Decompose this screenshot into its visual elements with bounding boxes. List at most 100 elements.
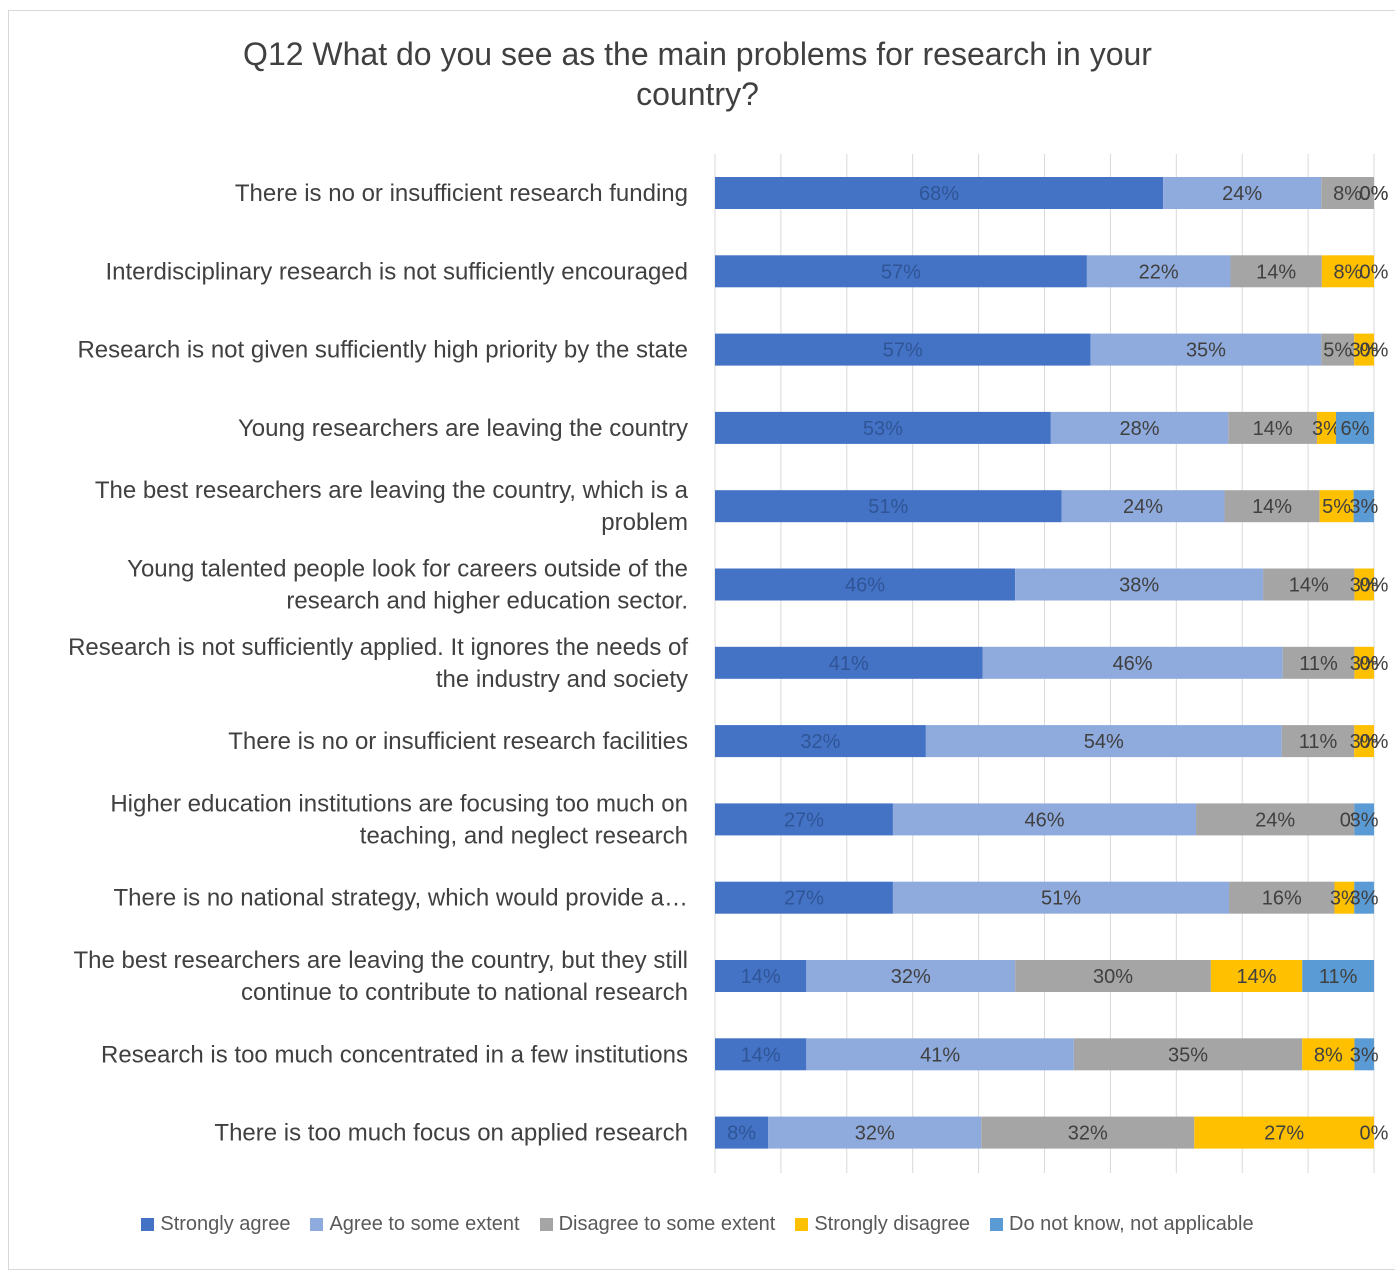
bar-segment [982,646,1283,679]
data-label: 27% [1264,1123,1304,1145]
data-label: 3% [1350,653,1379,675]
data-label: 0% [1360,340,1389,362]
bar-segment [1210,960,1303,992]
bar-segment [1354,646,1374,679]
data-label: 3% [1350,1044,1379,1066]
category-label: Higher education institutions are focusi… [110,790,688,817]
legend-item: Do not know, not applicable [990,1213,1254,1236]
bar-segment [1321,333,1355,366]
bar-segment [715,803,893,836]
data-label: 0% [1360,1123,1389,1145]
category-label: problem [601,509,688,536]
data-label: 5% [1322,496,1351,518]
data-label: 30% [1093,966,1133,988]
bar-segment [715,881,893,914]
data-label: 68% [919,183,959,205]
legend-item: Strongly disagree [795,1213,970,1236]
bar-segment [892,803,1197,836]
bar-segment [1354,568,1374,601]
category-label: continue to contribute to national resea… [241,979,688,1006]
data-label: 28% [1120,418,1160,440]
bar-segment [1196,803,1355,836]
chart-title-line: Q12 What do you see as the main problems… [243,36,1152,72]
data-label: 24% [1222,183,1262,205]
bar-segment [1015,568,1264,601]
bar-segment [1061,490,1225,523]
bar-segment [1354,333,1374,366]
data-label: 8% [1333,183,1362,205]
bar-segment [715,725,926,758]
category-label: Research is not given sufficiently high … [77,337,688,364]
data-label: 11% [1299,653,1338,675]
data-label: 24% [1123,496,1163,518]
category-label: There is no national strategy, which wou… [113,885,688,912]
data-label: 6% [1341,418,1370,440]
legend-swatch [141,1218,155,1231]
legend-label: Strongly agree [160,1213,291,1235]
bar-segment [892,881,1230,914]
category-label: Interdisciplinary research is not suffic… [105,258,688,285]
bar-segment [1321,177,1374,209]
bar-segment [715,490,1062,523]
legend-item: Disagree to some extent [539,1213,776,1236]
data-label: 57% [883,340,923,362]
chart-legend: Strongly agree Agree to some extent Disagr… [0,1213,1395,1236]
data-label: 41% [920,1044,960,1066]
bar-segment [1316,411,1336,444]
data-label: 14% [1252,496,1292,518]
data-label: 0% [1360,575,1389,597]
data-label: 32% [800,731,840,753]
bar-segment [1282,646,1355,679]
chart-title: Q12 What do you see as the main problems… [0,34,1395,114]
category-label: The best researchers are leaving the cou… [95,477,689,504]
data-label: 14% [1253,418,1293,440]
bar-segment [1353,490,1374,523]
data-label: 53% [863,418,903,440]
legend-item: Agree to some extent [310,1213,520,1236]
category-label: Research is not sufficiently applied. It… [68,634,688,661]
data-label: 0% [1360,183,1389,205]
data-label: 14% [741,966,781,988]
legend-swatch [990,1218,1003,1231]
data-label: 51% [1041,888,1081,910]
data-label: 0% [1360,183,1389,205]
bar-segment [1090,333,1322,366]
legend-swatch [539,1218,553,1231]
data-label: 32% [1068,1123,1108,1145]
data-label: 8% [727,1123,756,1145]
category-label: research and higher education sector. [286,588,688,615]
bar-segment [1230,255,1322,288]
data-label: 51% [868,496,908,518]
bar-segment [1335,411,1374,444]
data-label: 46% [1113,653,1153,675]
data-label: 32% [891,966,931,988]
bar-segment [715,568,1016,601]
bar-segment [768,1116,982,1149]
bar-segment [1263,568,1355,601]
data-label: 0% [1360,731,1389,753]
bar-segment [1354,725,1374,758]
category-label: There is no or insufficient research fun… [235,180,688,207]
data-label: 3% [1330,888,1359,910]
data-label: 14% [1289,575,1329,597]
bar-segment [715,177,1164,209]
legend-label: Disagree to some extent [558,1213,776,1235]
bar-segment [1224,490,1320,523]
legend-label: Agree to some extent [329,1213,520,1235]
bar-segment [715,333,1091,366]
data-label: 5% [1323,340,1352,362]
bar-segment [1086,255,1231,288]
data-label: 35% [1168,1044,1208,1066]
data-label: 11% [1319,966,1358,988]
data-label: 22% [1139,261,1179,283]
data-label: 32% [855,1123,895,1145]
data-label: 3% [1350,575,1379,597]
bar-segment [1050,411,1229,444]
data-label: 11% [1299,731,1338,753]
data-label: 24% [1255,809,1295,831]
bar-segment [715,1038,807,1071]
bar-segment [715,646,983,679]
bar-segment [1163,177,1322,209]
bar-segment [715,411,1051,444]
